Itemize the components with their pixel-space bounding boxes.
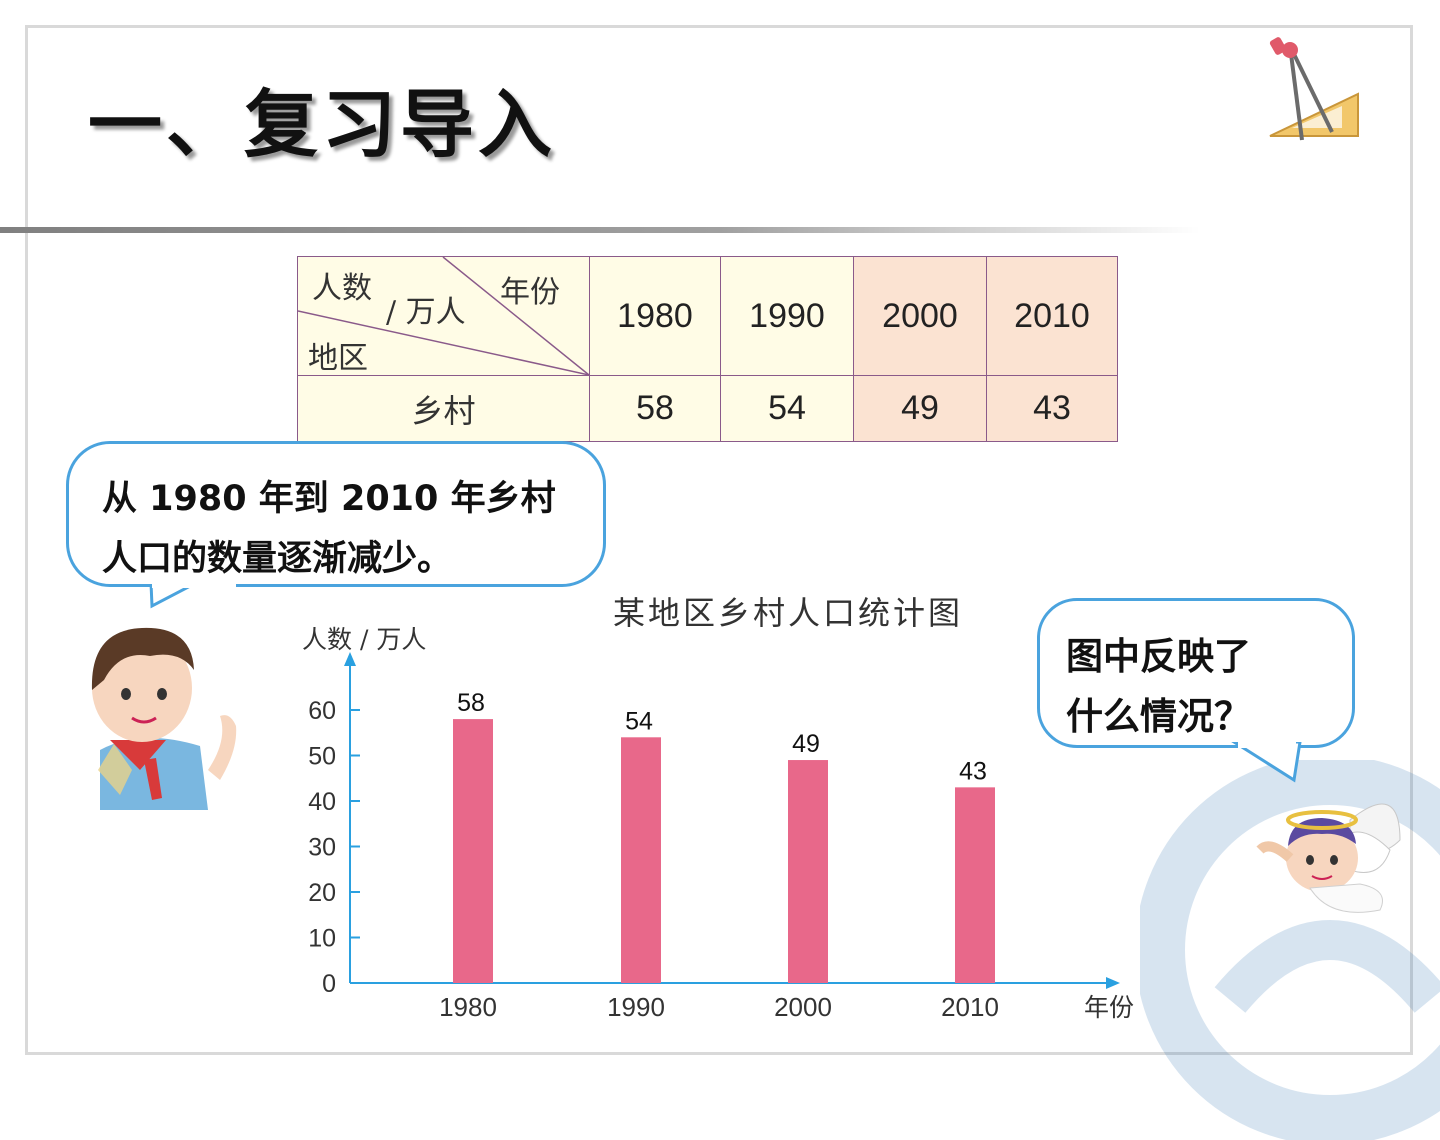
- chart-bar: [621, 737, 661, 983]
- chart-y-tick-label: 60: [308, 697, 336, 725]
- chart-y-tick-label: 50: [308, 743, 336, 771]
- chart-y-tick-label: 20: [308, 879, 336, 907]
- right-speech-bubble: [1037, 598, 1355, 748]
- chart-x-axis-label: 年份: [1084, 993, 1134, 1022]
- table-year-cell: 1990: [720, 256, 854, 376]
- chart-y-axis-arrow: [344, 652, 356, 666]
- population-bar-chart: 某地区乡村人口统计图 人数 / 万人 年份 0 10 20 30 40 50 60 58 198…: [302, 594, 1134, 1022]
- slide-title: 一、复习导入: [88, 82, 556, 168]
- left-bubble-tail-cover: [152, 580, 236, 588]
- chart-x-axis-arrow: [1106, 977, 1120, 989]
- chart-bar: [453, 719, 493, 983]
- title-divider: [0, 227, 1200, 233]
- population-table: 人数 / 万人 年份 地区 1980 1990 2000 2010 乡村 58 …: [297, 256, 1118, 442]
- corner-label-year: 年份: [500, 275, 560, 310]
- chart-y-axis-label: 人数 / 万人: [302, 625, 426, 654]
- chart-y-tick-label: 10: [308, 925, 336, 953]
- table-data-row: 乡村 58 54 49 43: [297, 375, 1118, 442]
- corner-label-count: 人数: [312, 271, 372, 306]
- chart-y-tick-label: 0: [322, 970, 336, 998]
- table-header-row: 人数 / 万人 年份 地区 1980 1990 2000 2010: [297, 256, 1118, 376]
- right-bubble-line2: 什么情况？: [1066, 695, 1251, 738]
- chart-data-label: 58: [457, 689, 485, 717]
- table-value-cell: 54: [720, 375, 854, 442]
- chart-bar: [955, 787, 995, 983]
- chart-x-tick-label: 1980: [439, 992, 497, 1022]
- chart-data-label: 54: [625, 707, 653, 735]
- table-year-cell: 2010: [986, 256, 1118, 376]
- right-bubble-line1: 图中反映了: [1066, 635, 1251, 678]
- left-speech-bubble: [66, 441, 606, 587]
- angel-illustration: [1256, 803, 1401, 913]
- chart-bar: [788, 760, 828, 983]
- chart-x-tick-label: 1990: [607, 992, 665, 1022]
- chart-title: 某地区乡村人口统计图: [613, 594, 963, 632]
- table-value-cell: 43: [986, 375, 1118, 442]
- geometry-tools-icon: [1269, 37, 1359, 141]
- slide-frame: [25, 25, 1413, 1055]
- corner-label-region: 地区: [308, 341, 368, 376]
- table-year-cell: 2000: [853, 256, 987, 376]
- table-corner-cell: 人数 / 万人 年份 地区: [297, 256, 590, 376]
- right-bubble-tail: [1231, 742, 1302, 783]
- chart-data-label: 43: [959, 757, 987, 785]
- chart-x-tick-label: 2000: [774, 992, 832, 1022]
- table-row-label: 乡村: [297, 375, 590, 442]
- chart-y-tick-label: 30: [308, 834, 336, 862]
- boy-illustration: [91, 627, 237, 810]
- table-value-cell: 58: [589, 375, 721, 442]
- chart-y-tick-label: 40: [308, 788, 336, 816]
- table-value-cell: 49: [853, 375, 987, 442]
- table-year-cell: 1980: [589, 256, 721, 376]
- chart-x-tick-label: 2010: [941, 992, 999, 1022]
- left-bubble-line2: 人口的数量逐渐减少。: [102, 539, 453, 579]
- left-bubble-line1: 从 1980 年到 2010 年乡村: [102, 479, 556, 519]
- corner-label-unit: / 万人: [386, 295, 466, 330]
- corner-diagonals: [298, 257, 589, 375]
- chart-data-label: 49: [792, 730, 820, 758]
